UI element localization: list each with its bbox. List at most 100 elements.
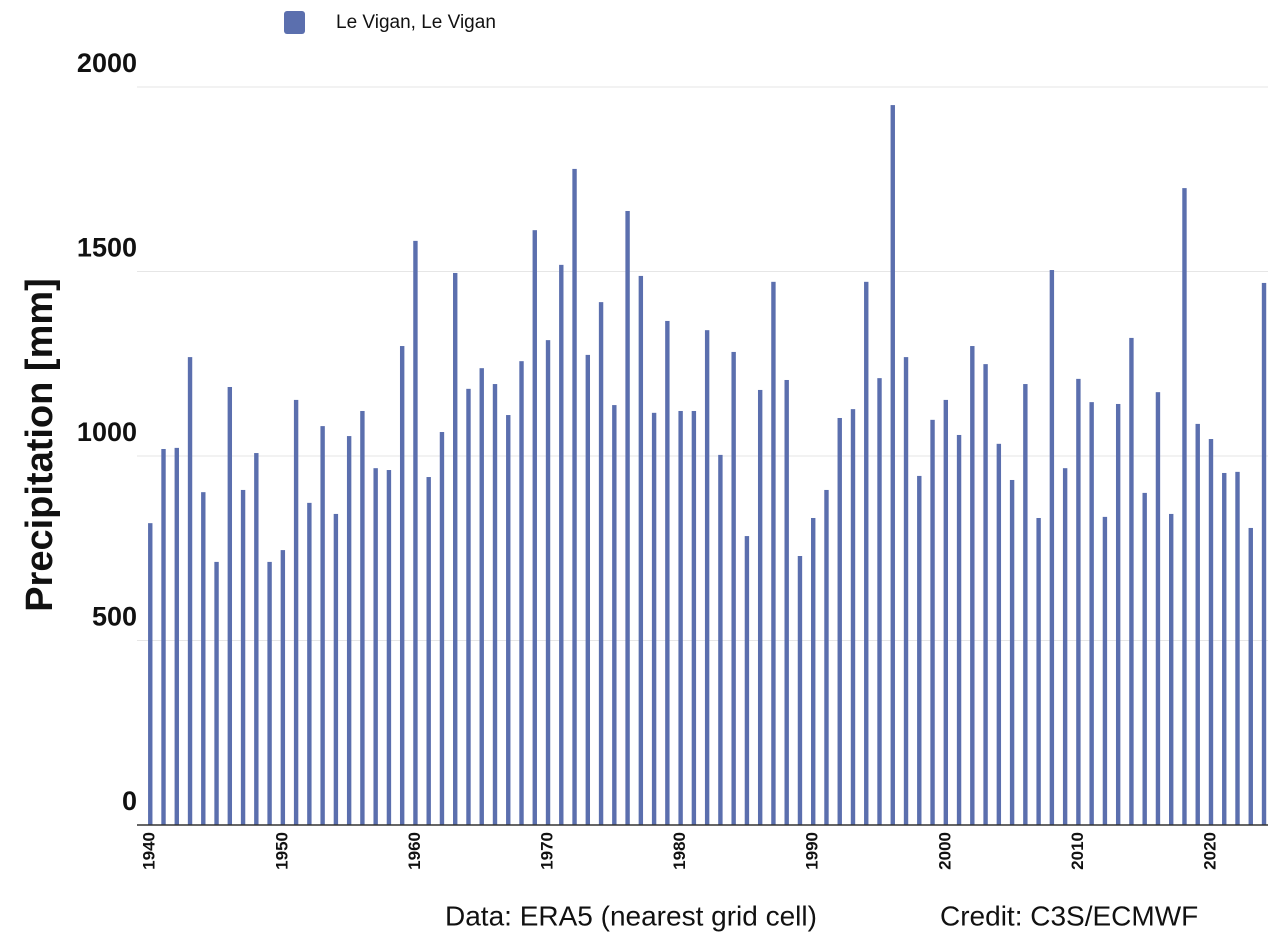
- bar: [864, 281, 869, 825]
- bar: [678, 410, 683, 825]
- bar: [413, 240, 418, 826]
- legend-label: Le Vigan, Le Vigan: [336, 12, 496, 33]
- bar: [1076, 378, 1081, 825]
- bar: [903, 357, 909, 825]
- bar: [731, 351, 736, 825]
- legend-swatch: [284, 11, 305, 34]
- bar: [704, 330, 710, 825]
- bar: [784, 379, 789, 825]
- bar: [877, 378, 882, 825]
- bar: [850, 409, 856, 825]
- x-tick-label: 1960: [405, 832, 424, 870]
- annotation: Credit: C3S/ECMWF: [940, 900, 1198, 931]
- bar: [598, 302, 604, 825]
- bar: [545, 340, 551, 825]
- bar: [1129, 337, 1134, 825]
- bar: [214, 561, 219, 825]
- bar: [917, 475, 922, 825]
- bar: [797, 555, 803, 825]
- y-tick-label: 1500: [77, 233, 137, 263]
- bar: [1222, 472, 1227, 825]
- y-tick-label: 1000: [77, 417, 137, 447]
- bar: [811, 517, 816, 825]
- bar: [638, 275, 644, 826]
- bar: [559, 264, 564, 825]
- bar: [373, 468, 378, 825]
- bar: [625, 210, 630, 825]
- x-tick-label: 1980: [670, 832, 689, 870]
- bar: [333, 513, 339, 825]
- annotation: Data: ERA5 (nearest grid cell): [445, 900, 817, 931]
- bar: [1169, 513, 1174, 825]
- x-tick-label: 2020: [1200, 832, 1219, 870]
- bar: [267, 561, 272, 825]
- bar: [1155, 392, 1161, 825]
- bar: [1102, 516, 1108, 825]
- bar: [718, 454, 723, 825]
- x-tick-label: 1950: [272, 832, 291, 870]
- bar: [1036, 517, 1041, 825]
- bar: [148, 523, 153, 825]
- bar: [970, 346, 975, 825]
- bar: [240, 489, 246, 825]
- bar: [1261, 282, 1267, 826]
- bar: [1115, 403, 1121, 825]
- bar: [572, 168, 577, 826]
- bar: [506, 415, 511, 825]
- bar: [453, 272, 458, 825]
- y-axis-label: Precipitation [mm]: [19, 278, 61, 612]
- bar: [1142, 492, 1147, 825]
- bar: [757, 389, 763, 825]
- x-tick-label: 1940: [140, 832, 159, 870]
- bar: [930, 419, 935, 825]
- bar: [1062, 468, 1068, 825]
- bar: [996, 443, 1002, 825]
- bar: [1009, 479, 1015, 825]
- bar: [320, 426, 325, 825]
- bar: [201, 492, 206, 825]
- bar: [983, 364, 988, 825]
- bar: [665, 320, 670, 825]
- bar: [439, 432, 445, 825]
- bar: [280, 550, 286, 825]
- bar: [943, 399, 949, 825]
- bar: [386, 470, 392, 825]
- bar: [585, 354, 591, 825]
- bar: [479, 368, 484, 825]
- bar: [691, 410, 697, 825]
- x-tick-label: 2010: [1068, 832, 1087, 870]
- bar: [254, 453, 259, 825]
- bar: [1023, 384, 1028, 825]
- x-tick-label: 1970: [538, 832, 557, 870]
- y-tick-label: 0: [122, 786, 137, 816]
- bar: [227, 386, 233, 825]
- bar: [519, 361, 524, 825]
- bar: [1049, 270, 1055, 825]
- bar: [174, 447, 179, 825]
- bar: [824, 489, 829, 825]
- bar: [1182, 188, 1187, 825]
- bar: [360, 410, 365, 825]
- bar: [466, 388, 471, 825]
- bar: [956, 434, 962, 825]
- x-tick-label: 2000: [935, 832, 954, 870]
- bar: [651, 412, 657, 825]
- y-tick-label: 2000: [77, 48, 137, 78]
- bar: [187, 357, 193, 825]
- bar: [771, 281, 776, 825]
- bar: [612, 405, 617, 825]
- bar: [1235, 471, 1240, 825]
- bar: [492, 384, 498, 825]
- bar: [1208, 439, 1214, 825]
- bar: [346, 436, 352, 825]
- bar: [532, 230, 537, 825]
- bar: [744, 536, 750, 825]
- bar: [837, 417, 842, 825]
- bar: [399, 346, 405, 825]
- x-tick-label: 1990: [803, 832, 822, 870]
- bar: [1248, 527, 1253, 825]
- y-tick-label: 500: [92, 602, 137, 632]
- bar: [1089, 402, 1094, 825]
- bar: [426, 477, 431, 825]
